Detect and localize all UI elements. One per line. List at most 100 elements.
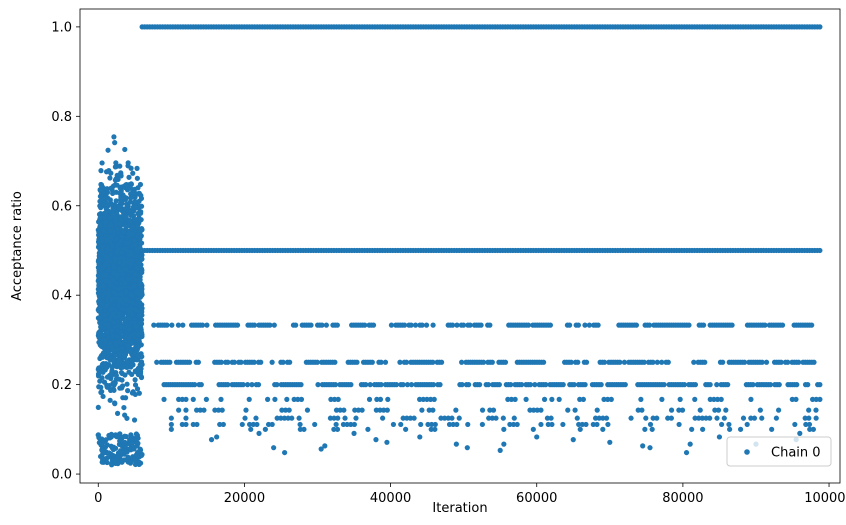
level-point <box>544 415 551 421</box>
burn-in-point <box>96 384 102 390</box>
burn-in-point <box>127 349 133 355</box>
level-point <box>757 407 763 413</box>
burn-in-point <box>119 345 125 351</box>
level-point <box>403 359 410 365</box>
burn-in-point <box>111 356 117 362</box>
level-point <box>659 396 665 402</box>
burn-in-point <box>121 457 127 463</box>
level-point <box>432 421 438 428</box>
level-point <box>608 396 614 402</box>
level-point <box>419 322 425 328</box>
burn-in-point <box>133 348 140 354</box>
burn-in-point <box>129 311 135 317</box>
burn-in-point <box>104 244 110 251</box>
level-point <box>810 396 816 402</box>
burn-in-point <box>112 177 118 183</box>
burn-in-point <box>114 456 120 462</box>
level-point <box>284 396 290 402</box>
burn-in-point <box>105 334 112 340</box>
level-point <box>192 382 198 388</box>
level-point <box>335 415 341 421</box>
level-point <box>340 421 347 428</box>
level-point <box>281 415 288 421</box>
burn-in-point <box>102 290 109 296</box>
level-point <box>250 421 256 428</box>
burn-in-point <box>104 374 111 380</box>
level-point <box>527 407 533 413</box>
level-point <box>164 322 170 328</box>
burn-in-point <box>117 185 123 191</box>
level-point <box>466 382 472 388</box>
level-point <box>231 359 238 365</box>
level-point <box>650 415 656 421</box>
burn-in-point <box>137 227 143 234</box>
level-point <box>817 24 823 30</box>
level-point <box>806 415 812 421</box>
level-point <box>665 359 671 365</box>
level-point <box>198 382 204 388</box>
burn-in-point <box>117 190 123 196</box>
burn-in-point <box>133 204 139 211</box>
burn-in-point <box>97 320 103 326</box>
level-point <box>583 359 590 365</box>
burn-in-point <box>121 404 127 411</box>
level-point <box>665 415 671 421</box>
legend-label: Chain 0 <box>771 446 821 461</box>
level-point <box>225 359 231 365</box>
level-point <box>582 382 588 388</box>
burn-in-point <box>104 442 110 448</box>
level-point <box>258 359 264 365</box>
level-point <box>168 421 174 428</box>
level-point <box>454 421 460 428</box>
level-point <box>218 359 224 365</box>
level-point <box>603 415 610 421</box>
burn-in-point <box>121 229 127 235</box>
burn-in-point <box>107 175 113 181</box>
level-point <box>776 382 782 388</box>
level-point <box>380 415 386 421</box>
level-point <box>532 382 538 388</box>
burn-in-point <box>122 439 128 446</box>
burn-in-point <box>120 209 127 216</box>
level-point <box>291 396 297 402</box>
level-point <box>274 415 280 421</box>
burn-in-point <box>122 372 128 378</box>
data-points <box>95 24 823 468</box>
level-point <box>244 382 251 388</box>
burn-in-point <box>125 231 131 237</box>
outlier-point <box>282 449 288 456</box>
level-point <box>479 421 485 428</box>
level-point <box>161 396 167 402</box>
level-point <box>197 407 203 413</box>
level-point <box>382 359 389 365</box>
level-point <box>176 407 182 413</box>
burn-in-point <box>100 350 106 356</box>
burn-in-point <box>107 228 113 234</box>
burn-in-point <box>109 364 115 370</box>
level-point <box>813 407 819 413</box>
burn-in-point <box>129 292 135 299</box>
level-point <box>169 322 175 328</box>
burn-in-point <box>130 170 136 176</box>
burn-in-point <box>105 201 111 207</box>
burn-in-point <box>118 330 124 336</box>
level-point <box>560 382 566 388</box>
level-point <box>679 407 686 413</box>
level-point <box>401 322 408 328</box>
level-point <box>335 396 341 402</box>
x-tick-label: 20000 <box>224 491 265 506</box>
level-point <box>337 407 343 413</box>
burn-in-point <box>135 353 141 359</box>
level-point <box>719 421 725 428</box>
level-point <box>190 421 196 428</box>
burn-in-point <box>98 314 104 320</box>
level-point <box>218 396 224 402</box>
level-point <box>692 415 698 421</box>
level-point <box>519 382 525 388</box>
burn-in-point <box>126 174 132 180</box>
level-point <box>215 407 222 413</box>
level-point <box>176 396 182 402</box>
level-point <box>412 322 419 328</box>
level-point <box>727 426 733 432</box>
burn-in-point <box>109 462 115 468</box>
